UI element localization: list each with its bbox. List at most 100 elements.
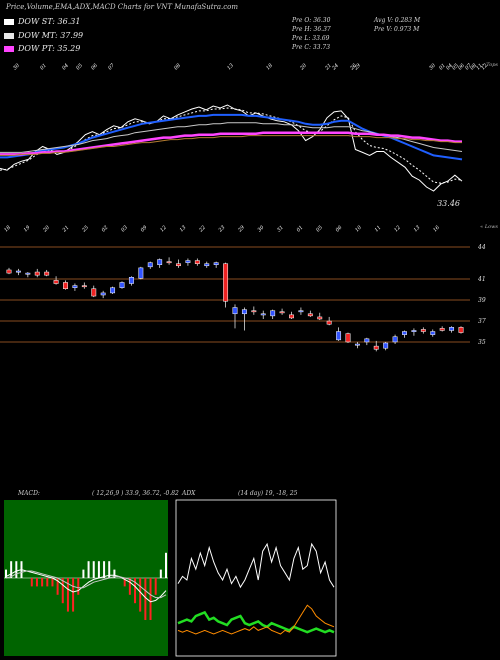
candle-body (147, 262, 153, 268)
candle-body (128, 277, 134, 284)
top-date-label: 04 (61, 63, 70, 72)
price-tick-label: 39 (478, 297, 486, 304)
bottom-date-label: 16 (432, 224, 441, 233)
bottom-date-label: 12 (393, 225, 402, 234)
top-date-label: 07 (464, 62, 473, 71)
top-date-label: 08 (173, 63, 182, 72)
candle-body (185, 260, 191, 263)
candle-body (241, 309, 247, 315)
macd-title: MACD: (18, 490, 40, 497)
top-date-label: 24 (330, 63, 339, 72)
bottom-date-label: 13 (179, 225, 188, 234)
candle-body (364, 338, 370, 343)
candle-body (138, 267, 144, 279)
bottom-date-label: 23 (217, 225, 226, 234)
candle-body (157, 259, 163, 265)
bottom-date-label: 01 (296, 225, 305, 234)
candle-body (260, 313, 266, 316)
candle-body (354, 343, 360, 346)
candle-body (307, 313, 313, 317)
top-date-label: 05 (451, 63, 460, 72)
candle-body (223, 263, 229, 302)
macd-series-line-1 (5, 570, 167, 599)
top-date-label: 04 (445, 63, 454, 72)
top-date-label: 26 (348, 62, 358, 72)
ema-series-line-5 (0, 135, 462, 156)
candle-body (279, 311, 285, 314)
top-date-label: 06 (90, 62, 99, 71)
price-tick-label: 44 (477, 244, 486, 251)
top-date-label: 21 (323, 63, 332, 72)
candle-body (449, 327, 455, 331)
adx-series-line-2 (177, 604, 335, 635)
candle-body (25, 272, 31, 275)
candle-body (119, 282, 125, 288)
bottom-date-label: 21 (61, 225, 70, 234)
bottom-date-label: 22 (197, 225, 206, 234)
adx-title: ADX (182, 490, 196, 497)
bottom-date-label: 19 (23, 224, 32, 233)
candle-body (289, 314, 294, 319)
candle-body (392, 336, 398, 343)
bottom-date-label: 13 (413, 225, 422, 234)
price-tick-label: 41 (477, 276, 486, 283)
top-date-label: 07 (107, 62, 116, 71)
bottom-date-label: 05 (315, 225, 324, 234)
bottom-date-label: 02 (101, 225, 110, 234)
candle-body (402, 331, 407, 335)
legend-label: DOW PT: 35.29 (18, 44, 81, 53)
bottom-date-label: 18 (3, 225, 12, 234)
top-date-label: 11 (475, 63, 484, 72)
candle-body (110, 287, 116, 294)
bottom-date-label: 30 (257, 224, 266, 233)
candle-body (430, 331, 436, 335)
candle-body (53, 280, 59, 284)
candle-body (204, 263, 210, 267)
candle-body (34, 271, 40, 276)
candle-body (298, 310, 304, 313)
bottom-date-label: 31 (276, 225, 285, 234)
candle-body (317, 316, 323, 320)
price-tick-label: 37 (478, 318, 486, 325)
legend-swatch-icon (4, 19, 14, 25)
candle-body (439, 328, 445, 331)
candle-body (270, 310, 276, 317)
candle-body (420, 329, 426, 332)
top-date-label: 12 (480, 63, 489, 72)
top-date-label: 29 (352, 62, 362, 72)
stat-avg-volume: Avg V: 0.283 M (374, 17, 421, 24)
candle-body (336, 331, 342, 341)
bottom-date-label: 06 (335, 224, 344, 233)
candle-body (383, 342, 389, 349)
candle-body (373, 345, 379, 350)
chart-title: Price,Volume,EMA,ADX,MACD Charts for VNT… (6, 3, 239, 11)
top-date-label: 30 (12, 62, 21, 71)
bottom-date-label: 29 (236, 224, 246, 234)
legend-label: DOW ST: 36.31 (18, 17, 81, 26)
candle-body (176, 263, 181, 267)
top-date-label: 08 (469, 63, 478, 72)
top-date-label: 01 (39, 63, 48, 72)
bottom-date-label: 09 (140, 224, 149, 233)
candle-body (15, 270, 21, 273)
ema-series-line-1 (0, 107, 463, 184)
stat-prev-close: Pre C: 33.73 (292, 44, 331, 51)
candle-body (458, 327, 464, 333)
ema-series-line-4 (0, 131, 462, 156)
candle-body (194, 260, 200, 264)
candle-body (44, 271, 50, 276)
top-date-label: 20 (298, 62, 308, 72)
legend-dow-st: DOW ST: 36.31 (4, 17, 80, 26)
stat-prev-volume: Pre V: 0.973 M (374, 26, 420, 33)
bottom-date-label: 12 (159, 225, 168, 234)
last-price-label: 33.46 (437, 199, 460, 208)
candle-body (72, 285, 78, 288)
top-date-label: 30 (428, 62, 437, 71)
stat-prev-open: Pre O: 36.30 (292, 17, 331, 24)
legend-swatch-icon (4, 46, 14, 52)
bottom-date-label: 11 (374, 225, 383, 234)
adx-panel-bg (175, 499, 337, 657)
candle-body (411, 330, 417, 332)
candle-body (166, 261, 172, 264)
top-date-label: 13 (226, 63, 235, 72)
